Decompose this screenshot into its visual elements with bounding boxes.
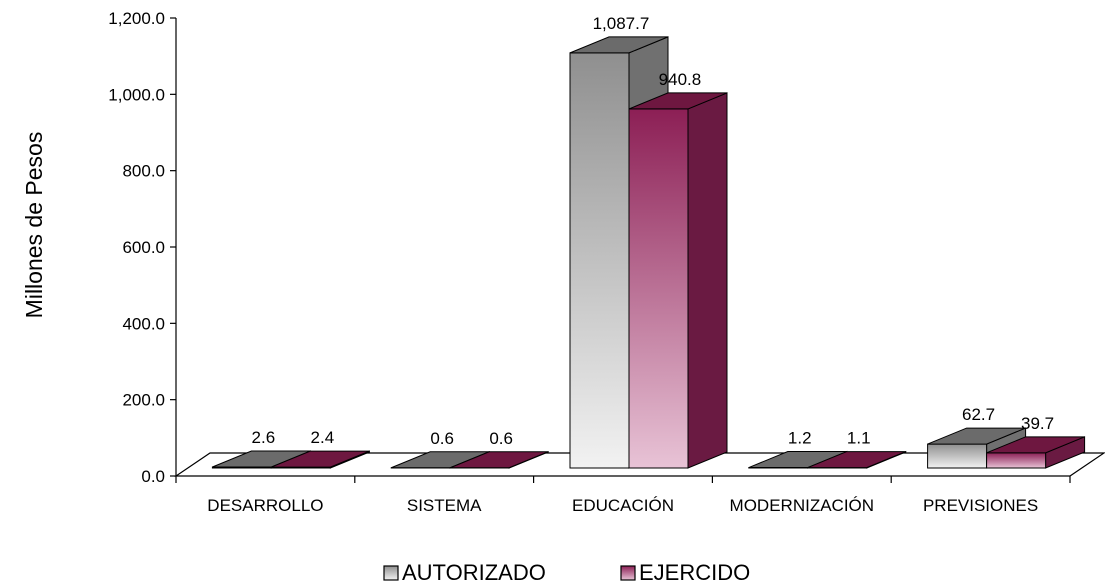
x-tick-label-0: DESARROLLO <box>207 496 323 515</box>
legend-label: EJERCIDO <box>639 560 750 585</box>
bar-ejercido-3 <box>807 450 907 469</box>
x-tick-label-4: PREVISIONES <box>923 496 1038 515</box>
legend-swatch <box>620 565 636 581</box>
axes: Millones de Pesos 0.0 200.0 400.0 600.0 800.… <box>21 9 1071 515</box>
data-label-autorizado-4: 62.7 <box>962 405 995 424</box>
legend: AUTORIZADO EJERCIDO <box>383 560 750 585</box>
data-labels-layer: 2.6 2.4 0.6 0.6 1,087.7 940.8 1.2 1.1 62.7 39.7 <box>252 14 1055 448</box>
bar-ejercido-4 <box>986 436 1086 469</box>
y-tick-label: 400.0 <box>122 314 165 333</box>
data-label-ejercido-0: 2.4 <box>311 428 335 447</box>
y-tick-label: 200.0 <box>122 391 165 410</box>
y-tick-label: 800.0 <box>122 162 165 181</box>
y-tick-label: 1,000.0 <box>108 85 165 104</box>
data-label-autorizado-0: 2.6 <box>252 428 276 447</box>
data-label-ejercido-2: 940.8 <box>659 70 702 89</box>
x-tick-label-1: SISTEMA <box>407 496 482 515</box>
data-label-ejercido-3: 1.1 <box>847 429 871 448</box>
data-label-autorizado-1: 0.6 <box>430 429 454 448</box>
data-label-autorizado-2: 1,087.7 <box>593 14 650 33</box>
x-tick-label-2: EDUCACIÓN <box>572 496 674 515</box>
bar-ejercido-1 <box>449 451 549 469</box>
x-tick-label-3: MODERNIZACIÓN <box>730 496 875 515</box>
data-label-autorizado-3: 1.2 <box>788 429 812 448</box>
bar-ejercido-2 <box>628 92 728 469</box>
bars-layer <box>211 36 1086 469</box>
y-axis-title: Millones de Pesos <box>21 132 47 319</box>
legend-item-autorizado: AUTORIZADO <box>383 560 546 585</box>
data-label-ejercido-4: 39.7 <box>1021 414 1054 433</box>
bar-ejercido-0 <box>270 450 370 469</box>
y-tick-label: 1,200.0 <box>108 9 165 28</box>
legend-label: AUTORIZADO <box>402 560 546 585</box>
y-tick-label: 600.0 <box>122 238 165 257</box>
legend-swatch <box>383 565 399 581</box>
legend-item-ejercido: EJERCIDO <box>620 560 750 585</box>
data-label-ejercido-1: 0.6 <box>489 429 513 448</box>
y-tick-label: 0.0 <box>141 467 165 486</box>
